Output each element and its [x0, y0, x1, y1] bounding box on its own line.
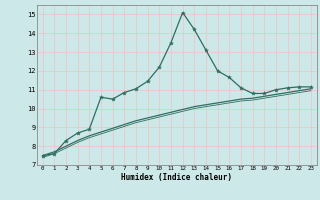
- X-axis label: Humidex (Indice chaleur): Humidex (Indice chaleur): [121, 173, 232, 182]
